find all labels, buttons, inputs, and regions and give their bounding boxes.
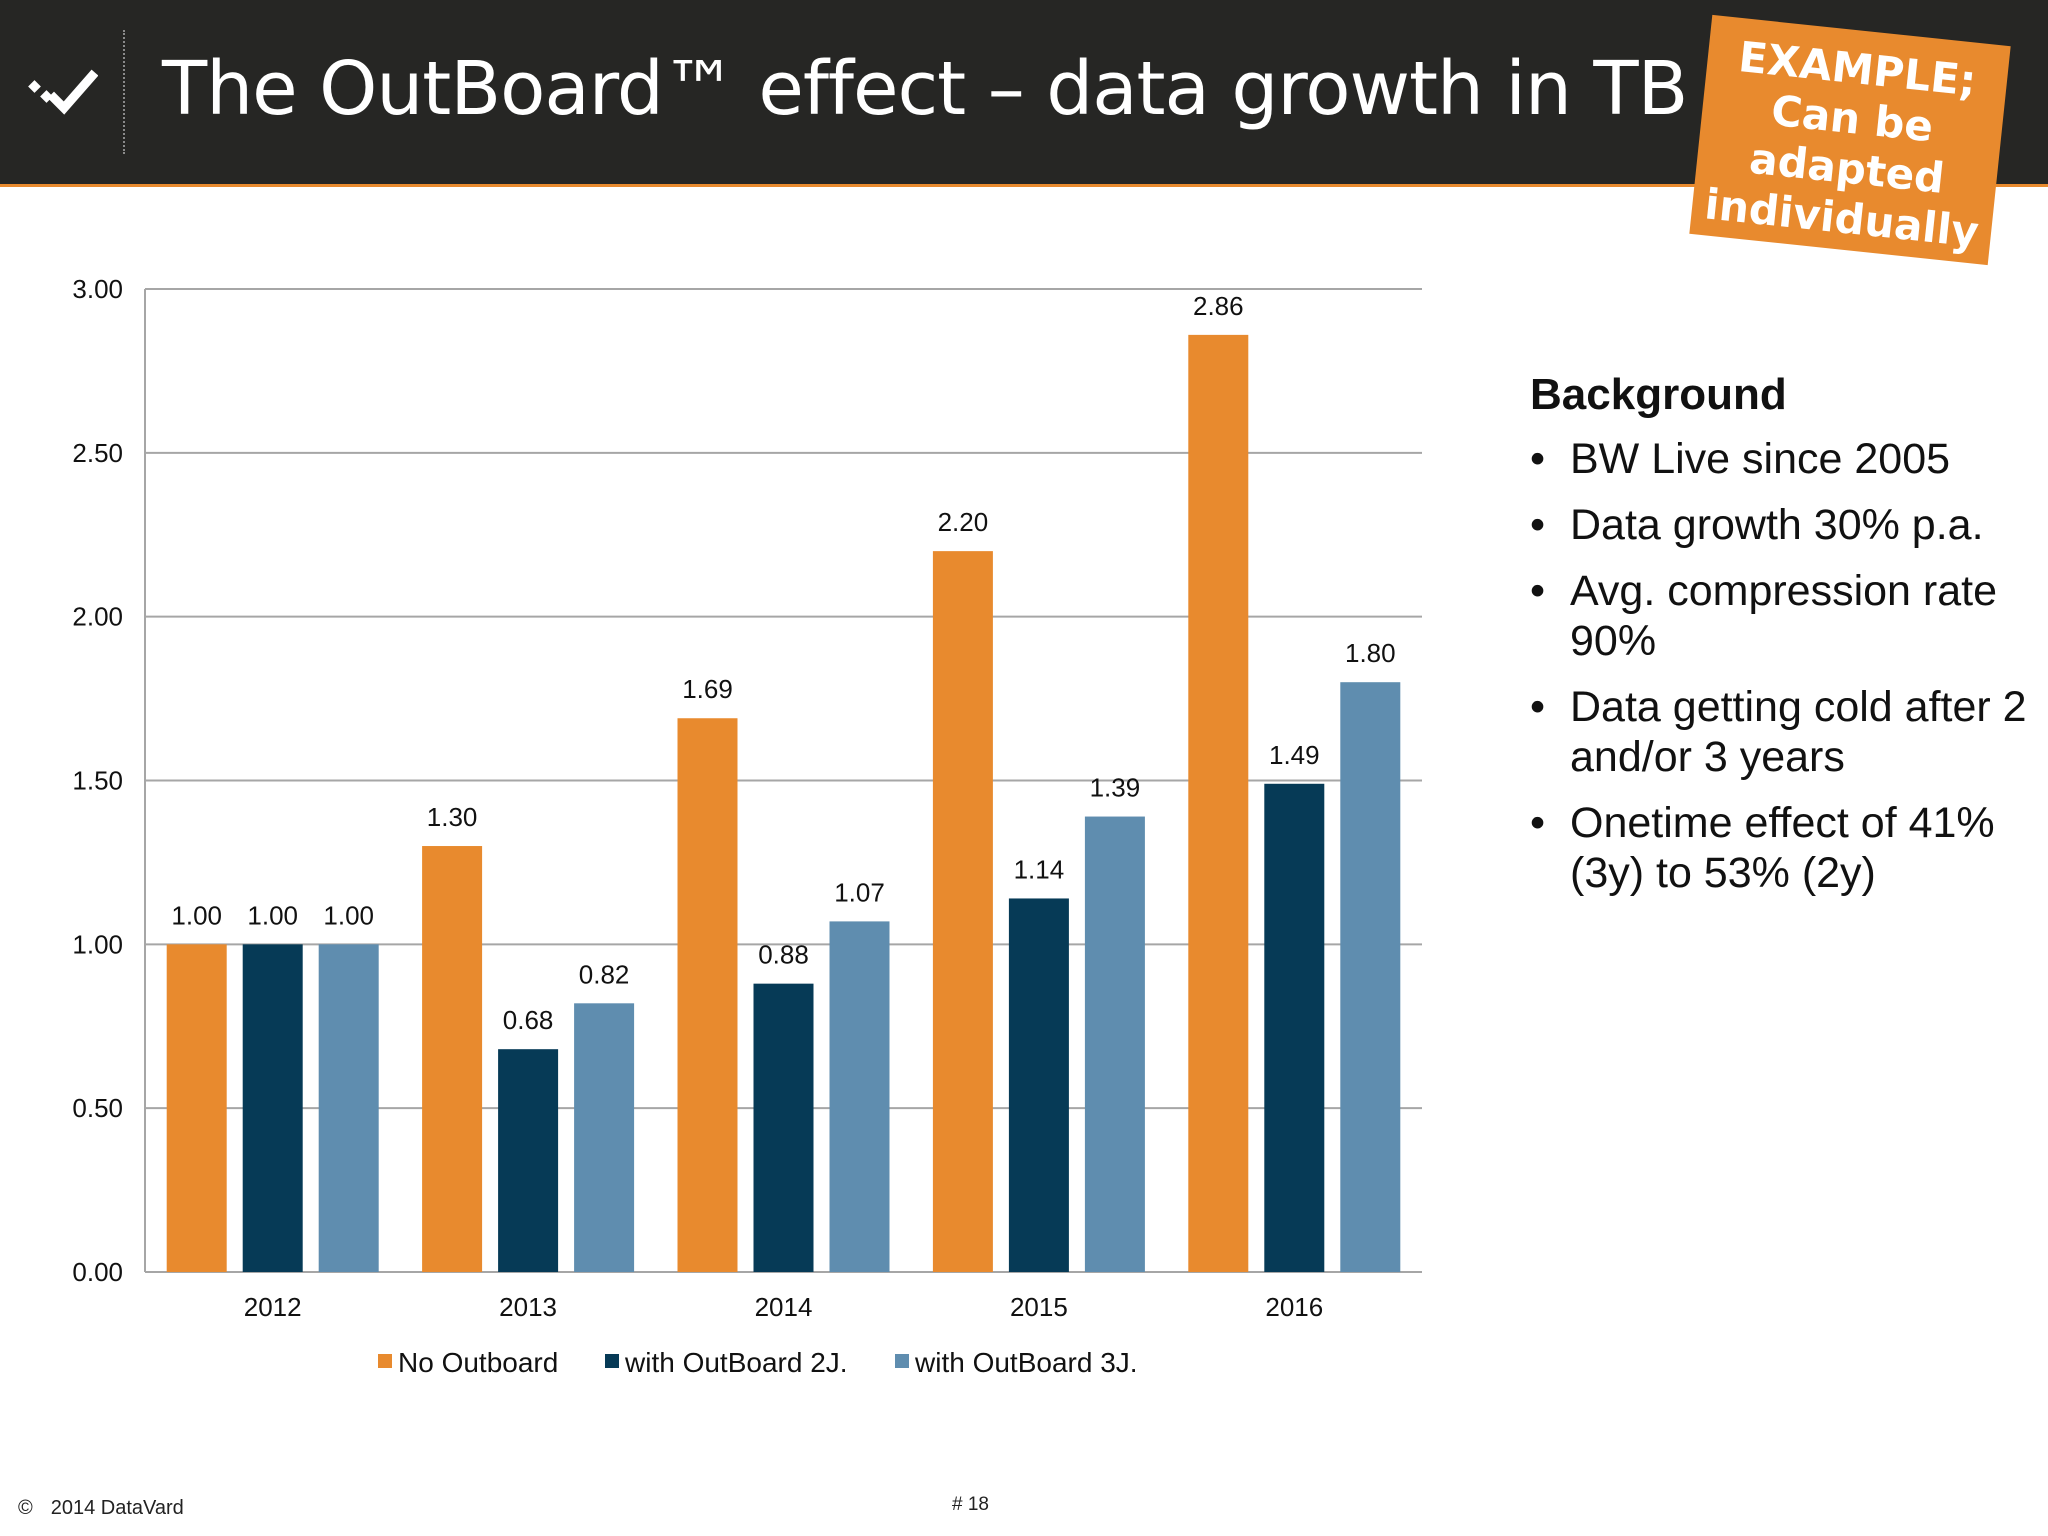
background-item-text: Data getting cold after 2 and/or 3 years [1570, 683, 2027, 781]
y-tick-label: 2.00 [72, 602, 123, 632]
background-heading: Background [1530, 370, 1787, 419]
bar [932, 551, 993, 1272]
bar [829, 921, 890, 1272]
data-growth-bar-chart: 0.00 0.50 1.00 1.50 2.00 2.50 3.00 1.00 1.00 1.00… [72, 274, 1422, 1378]
bullet-icon: • [1530, 799, 1546, 847]
background-item: • Data getting cold after 2 and/or 3 year… [1530, 682, 2030, 782]
x-tick-label: 2014 [755, 1292, 813, 1322]
copyright-text: 2014 DataVard [50, 1497, 184, 1519]
background-item-text: BW Live since 2005 [1570, 435, 1951, 483]
bullet-icon: • [1530, 683, 1546, 731]
bullet-icon: • [1530, 567, 1546, 615]
data-label: 1.07 [834, 877, 885, 907]
page-number: # 18 [952, 1494, 989, 1515]
legend-swatch [895, 1354, 909, 1368]
x-tick-label: 2012 [244, 1292, 302, 1322]
bar [574, 1003, 635, 1272]
bar [1340, 682, 1401, 1272]
legend-label: with OutBoard 3J. [914, 1347, 1138, 1378]
y-tick-label: 3.00 [72, 274, 123, 304]
bar [1084, 816, 1145, 1272]
data-label: 1.69 [682, 674, 733, 704]
y-tick-label: 2.50 [72, 438, 123, 468]
data-label: 0.68 [503, 1005, 554, 1035]
checkmark-logo-icon [28, 69, 98, 115]
slide-title: The OutBoard™ effect – data growth in TB [162, 46, 1688, 132]
copyright-icon: © [18, 1497, 33, 1519]
data-label: 1.49 [1269, 740, 1320, 770]
y-tick-label: 1.50 [72, 766, 123, 796]
legend-swatch [605, 1354, 619, 1368]
x-tick-label: 2016 [1265, 1292, 1323, 1322]
background-item: • BW Live since 2005 [1530, 434, 2030, 484]
background-item-text: Data growth 30% p.a. [1570, 501, 1984, 549]
data-label: 0.88 [758, 940, 809, 970]
background-list: • BW Live since 2005 • Data growth 30% p.a… [1530, 434, 2030, 898]
data-label: 2.20 [938, 507, 989, 537]
bar [422, 846, 483, 1272]
data-label: 1.00 [323, 900, 374, 930]
data-label: 1.00 [171, 900, 222, 930]
footer-copyright: © 2014 DataVard [18, 1497, 184, 1520]
bar [1264, 783, 1325, 1272]
example-badge: EXAMPLE; Can be adapted individually [1689, 14, 2011, 266]
bullet-icon: • [1530, 501, 1546, 549]
x-tick-label: 2015 [1010, 1292, 1068, 1322]
header-divider [123, 30, 125, 154]
data-label: 1.39 [1090, 773, 1141, 803]
data-label: 0.82 [579, 959, 630, 989]
background-item: • Data growth 30% p.a. [1530, 500, 2030, 550]
data-label: 1.80 [1345, 638, 1396, 668]
bullet-icon: • [1530, 435, 1546, 483]
bar [318, 944, 379, 1272]
bar [1008, 898, 1069, 1272]
bar [753, 983, 814, 1272]
bar [677, 718, 738, 1272]
background-item-text: Avg. compression rate 90% [1570, 567, 1998, 665]
background-item: • Onetime effect of 41% (3y) to 53% (2y) [1530, 798, 2030, 898]
y-tick-label: 0.00 [72, 1257, 123, 1287]
background-item: • Avg. compression rate 90% [1530, 566, 2030, 666]
x-tick-label: 2013 [499, 1292, 557, 1322]
legend-label: with OutBoard 2J. [624, 1347, 848, 1378]
data-label: 2.86 [1193, 291, 1244, 321]
y-tick-label: 1.00 [72, 929, 123, 959]
bar [1188, 334, 1249, 1272]
data-label: 1.00 [247, 900, 298, 930]
legend-label: No Outboard [398, 1347, 558, 1378]
background-panel: Background • BW Live since 2005 • Data gro… [1530, 370, 2030, 914]
legend-swatch [378, 1354, 392, 1368]
data-label: 1.30 [427, 802, 478, 832]
data-label: 1.14 [1014, 854, 1065, 884]
y-tick-label: 0.50 [72, 1093, 123, 1123]
bar [498, 1049, 559, 1272]
bar [242, 944, 303, 1272]
bar [166, 944, 227, 1272]
background-item-text: Onetime effect of 41% (3y) to 53% (2y) [1570, 799, 1995, 897]
